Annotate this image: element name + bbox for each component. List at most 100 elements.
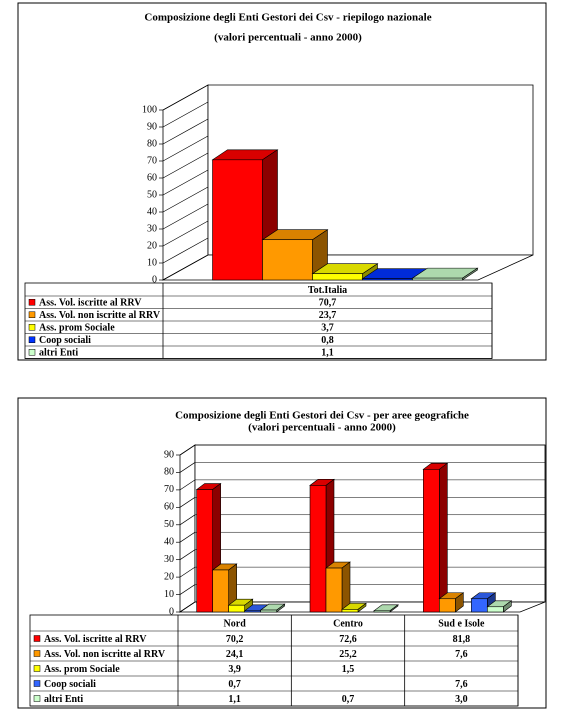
bar xyxy=(325,567,343,613)
tick-line xyxy=(162,237,209,264)
table-value: 3,9 xyxy=(228,664,241,675)
table-value: 24,1 xyxy=(226,649,244,660)
y-tick-label: 0 xyxy=(169,606,174,617)
table-value: 1,5 xyxy=(342,664,355,675)
table-value: 70,7 xyxy=(319,298,337,309)
y-tick-label: 20 xyxy=(147,240,157,251)
table-value: 7,6 xyxy=(455,649,468,660)
legend-swatch xyxy=(28,324,36,331)
y-tick-label: 50 xyxy=(164,519,174,530)
bar xyxy=(439,598,456,613)
legend-label: Ass. Vol. iscritte al RRV xyxy=(44,634,147,645)
y-tick-label: 60 xyxy=(147,172,157,183)
y-tick-label: 40 xyxy=(147,206,157,217)
y-tick-label: 90 xyxy=(147,121,157,132)
legend-swatch xyxy=(28,349,36,356)
y-tick-label: 40 xyxy=(164,537,174,548)
x-category-label: Tot.Italia xyxy=(308,285,347,296)
y-tick-label: 70 xyxy=(147,155,157,166)
tick-line xyxy=(162,169,209,196)
tick-line xyxy=(179,531,196,543)
table-value: 72,6 xyxy=(339,634,357,645)
table-value: 70,2 xyxy=(226,634,244,645)
tick-line xyxy=(162,152,209,179)
bar-side xyxy=(439,462,448,613)
left-wall xyxy=(179,444,196,613)
tick-line xyxy=(179,444,196,456)
tick-line xyxy=(162,186,209,213)
bar xyxy=(423,469,440,613)
bar xyxy=(362,278,413,281)
legend-label: altri Enti xyxy=(39,348,78,359)
y-tick-label: 80 xyxy=(164,467,174,478)
bar xyxy=(341,609,359,613)
chart-subtitle: (valori percentuali - anno 2000) xyxy=(248,422,396,434)
table-value: 23,7 xyxy=(319,310,337,321)
table-value: 7,6 xyxy=(455,679,468,690)
legend-label: Ass. Vol. non iscritte al RRV xyxy=(39,310,161,321)
table-value: 0,7 xyxy=(342,694,355,705)
tick-line xyxy=(162,220,209,247)
table-value: 81,8 xyxy=(453,634,471,645)
y-tick-label: 10 xyxy=(147,257,157,268)
tick-line xyxy=(162,101,209,128)
legend-swatch xyxy=(28,299,36,306)
tick-line xyxy=(179,514,196,526)
bar xyxy=(260,609,277,613)
table-value: 3,7 xyxy=(321,323,334,334)
back-wall xyxy=(194,444,546,603)
chart-frame xyxy=(17,2,547,361)
y-tick-label: 60 xyxy=(164,502,174,513)
bar xyxy=(309,485,327,613)
legend-swatch xyxy=(33,650,41,657)
legend-swatch xyxy=(28,311,36,318)
y-tick-label: 10 xyxy=(164,589,174,600)
tick-line xyxy=(179,497,196,508)
bar xyxy=(228,604,245,613)
bar xyxy=(244,610,261,613)
tick-line xyxy=(162,135,209,162)
legend-label: altri Enti xyxy=(44,694,83,705)
y-tick-label: 30 xyxy=(147,223,157,234)
tick-line xyxy=(179,584,196,595)
bar xyxy=(212,569,229,613)
table-value: 1,1 xyxy=(321,348,334,359)
legend-label: Ass. prom Sociale xyxy=(44,664,120,675)
tick-line xyxy=(179,549,196,560)
bar xyxy=(196,489,213,613)
tick-line xyxy=(179,462,196,473)
legend-label: Coop sociali xyxy=(39,335,91,346)
chart-frame xyxy=(17,397,547,709)
y-tick-label: 30 xyxy=(164,554,174,565)
y-tick-label: 80 xyxy=(147,138,157,149)
legend-label: Coop sociali xyxy=(44,679,96,690)
legend-swatch xyxy=(33,665,41,672)
tick-line xyxy=(179,601,196,613)
y-tick-label: 90 xyxy=(164,449,174,460)
legend-swatch xyxy=(33,680,41,687)
bar xyxy=(373,610,391,613)
legend-swatch xyxy=(33,695,41,702)
legend-label: Ass. Vol. iscritte al RRV xyxy=(39,298,142,309)
tick-line xyxy=(162,254,209,281)
bar xyxy=(312,273,363,281)
legend-label: Ass. prom Sociale xyxy=(39,323,115,334)
y-tick-label: 100 xyxy=(142,104,157,115)
bar xyxy=(412,277,463,281)
chart-title: Composizione degli Enti Gestori dei Csv … xyxy=(144,12,431,24)
bar xyxy=(471,598,488,613)
legend-label: Ass. Vol. non iscritte al RRV xyxy=(44,649,166,660)
legend-swatch xyxy=(33,635,41,642)
y-tick-label: 0 xyxy=(152,274,157,285)
x-category-label: Nord xyxy=(224,618,247,629)
tick-line xyxy=(162,118,209,145)
chart-title: Composizione degli Enti Gestori dei Csv … xyxy=(175,410,469,422)
tick-line xyxy=(162,84,209,111)
bar xyxy=(487,606,504,613)
legend-swatch xyxy=(28,336,36,343)
tick-line xyxy=(179,566,196,578)
table-value: 3,0 xyxy=(455,694,468,705)
tick-line xyxy=(179,479,196,491)
